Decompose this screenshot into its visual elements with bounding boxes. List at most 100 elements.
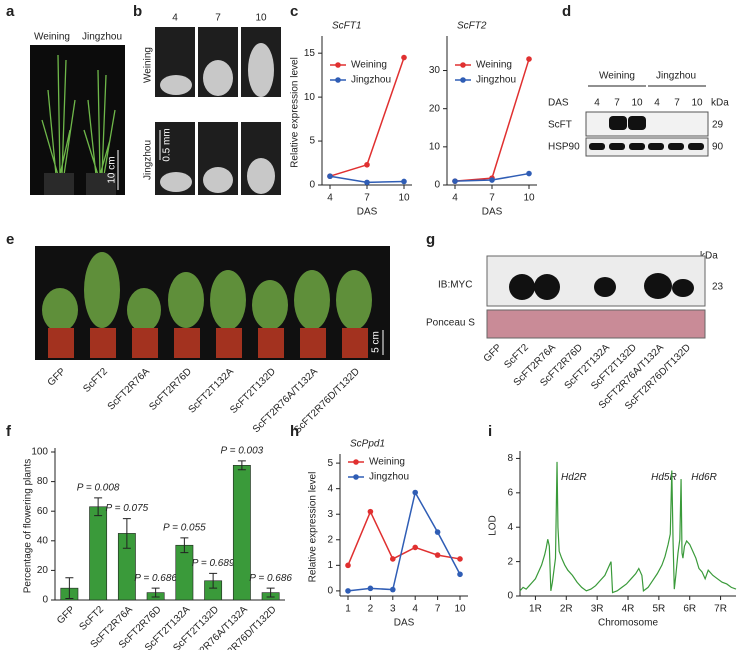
- point: [327, 173, 333, 180]
- y-axis-label: LOD: [488, 515, 499, 536]
- x-tick-label: 4: [327, 193, 333, 204]
- lane-label: 7: [614, 98, 620, 109]
- x-tick-label: 6R: [683, 604, 696, 615]
- point: [434, 529, 441, 535]
- y-tick-label: 2: [327, 534, 333, 545]
- p-value: P = 0.008: [77, 483, 120, 494]
- series-line: [519, 461, 737, 594]
- x-tick-label: 10: [454, 604, 466, 615]
- x-tick-label: 3: [390, 604, 396, 615]
- scale-label: 10 cm: [107, 156, 118, 183]
- x-tick-label: 5R: [652, 604, 665, 615]
- x-axis-label: DAS: [357, 207, 378, 218]
- x-tick-label: 3R: [591, 604, 604, 615]
- legend-label: Jingzhou: [369, 472, 409, 483]
- series-line: [347, 509, 461, 566]
- bar: [175, 544, 194, 601]
- y-tick-label: 0: [327, 586, 333, 597]
- scale-label: 5 cm: [371, 331, 382, 353]
- lane-label: ScFT2R76D: [147, 366, 194, 413]
- legend-marker: [460, 77, 466, 83]
- point: [401, 178, 407, 185]
- y-axis-label: Percentage of flowering plants: [23, 459, 34, 594]
- panel-letter: b: [133, 3, 142, 20]
- point: [412, 544, 419, 551]
- panel-letter: c: [290, 3, 298, 20]
- x-tick-label: 4R: [622, 604, 635, 615]
- chart-title: ScFT2: [457, 21, 487, 32]
- y-tick-label: 20: [429, 103, 441, 114]
- x-axis-label: Chromosome: [598, 618, 658, 629]
- x-tick-label: 7R: [714, 604, 727, 615]
- p-value: P = 0.003: [221, 446, 264, 457]
- point: [489, 177, 495, 183]
- unit-label: kDa: [711, 98, 729, 109]
- lane-label: ScFT2R76A: [106, 366, 153, 413]
- y-tick-label: 6: [507, 487, 513, 498]
- plant-photo: [35, 246, 390, 360]
- panel-letter: h: [290, 423, 299, 440]
- unit-label: kDa: [700, 251, 718, 262]
- legend-label: Weining: [476, 60, 512, 71]
- y-tick-label: 20: [37, 565, 49, 576]
- error-bar: [209, 572, 218, 589]
- point: [390, 586, 396, 593]
- day-label: 7: [215, 13, 221, 24]
- x-tick-label: 2: [368, 604, 374, 615]
- size-label: 90: [712, 142, 724, 153]
- x-tick-label: 4: [412, 604, 418, 615]
- panel-letter: i: [488, 423, 492, 440]
- p-value: P = 0.055: [163, 522, 206, 533]
- y-tick-label: 2: [507, 556, 513, 567]
- y-tick-label: 0: [42, 595, 48, 606]
- legend-label: Weining: [369, 457, 405, 468]
- plant-photo: [30, 45, 125, 195]
- x-tick-label: 10: [523, 193, 535, 204]
- x-tick-label: 7: [435, 604, 441, 615]
- day-label: 4: [172, 13, 178, 24]
- p-value: P = 0.689: [192, 558, 235, 569]
- y-tick-label: 30: [429, 65, 441, 76]
- error-bar: [151, 587, 160, 598]
- scale-label: 0.5 mm: [162, 128, 173, 161]
- y-tick-label: 3: [327, 509, 333, 520]
- x-tick-label: 1R: [529, 604, 542, 615]
- error-bar: [180, 537, 189, 554]
- lane-label: ScFT2: [81, 366, 110, 395]
- row-label: IB:MYC: [438, 280, 472, 291]
- bar: [89, 506, 108, 601]
- lane-label: GFP: [55, 604, 78, 627]
- group-label: Weining: [599, 71, 635, 82]
- point: [401, 54, 407, 61]
- x-tick-label: 1: [345, 604, 351, 615]
- y-tick-label: 60: [37, 506, 49, 517]
- y-tick-label: 4: [327, 483, 333, 494]
- annotation: Hd6R: [691, 472, 717, 483]
- bar: [232, 465, 251, 601]
- photo-label: Jingzhou: [82, 32, 122, 43]
- y-tick-label: 10: [304, 92, 316, 103]
- legend-marker: [353, 474, 359, 480]
- error-bar: [65, 577, 74, 600]
- row-label: Ponceau S: [426, 318, 475, 329]
- y-tick-label: 10: [429, 141, 441, 152]
- point: [367, 585, 374, 592]
- point: [345, 562, 351, 569]
- y-tick-label: 40: [37, 535, 49, 546]
- p-value: P = 0.686: [134, 573, 177, 584]
- panel-letter: a: [6, 3, 15, 20]
- legend-marker: [460, 62, 466, 68]
- panel-letter: f: [6, 423, 12, 440]
- row-label: Jingzhou: [143, 140, 154, 180]
- legend-marker: [335, 77, 341, 83]
- y-tick-label: 80: [37, 476, 49, 487]
- point: [367, 508, 374, 515]
- point: [457, 556, 463, 562]
- y-tick-label: 4: [507, 522, 513, 533]
- row-label: HSP90: [548, 142, 580, 153]
- apex-photos: [155, 27, 281, 195]
- legend-label: Jingzhou: [351, 75, 391, 86]
- y-tick-label: 0: [434, 180, 440, 191]
- row-label: ScFT: [548, 120, 572, 131]
- series-line: [347, 490, 461, 592]
